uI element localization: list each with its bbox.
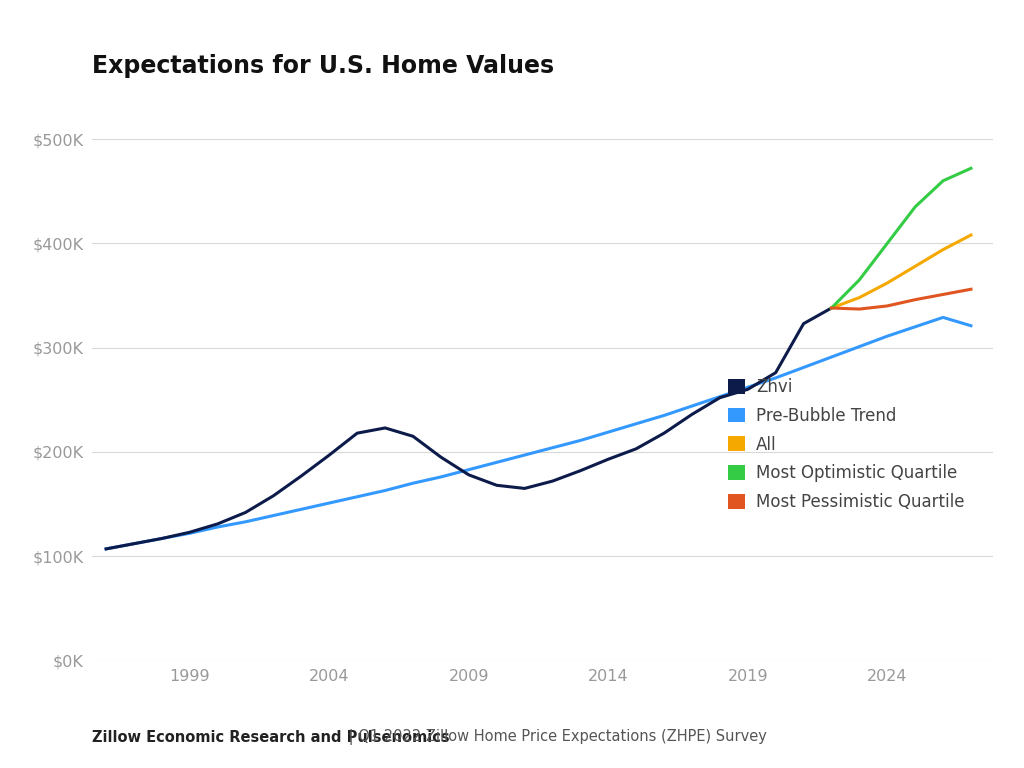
Legend: Zhvi, Pre-Bubble Trend, All, Most Optimistic Quartile, Most Pessimistic Quartile: Zhvi, Pre-Bubble Trend, All, Most Optimi… bbox=[721, 371, 972, 518]
Text: | Q1 2022 Zillow Home Price Expectations (ZHPE) Survey: | Q1 2022 Zillow Home Price Expectations… bbox=[344, 729, 767, 745]
Text: Zillow Economic Research and Pulsenomics: Zillow Economic Research and Pulsenomics bbox=[92, 730, 450, 745]
Text: Expectations for U.S. Home Values: Expectations for U.S. Home Values bbox=[92, 54, 554, 78]
